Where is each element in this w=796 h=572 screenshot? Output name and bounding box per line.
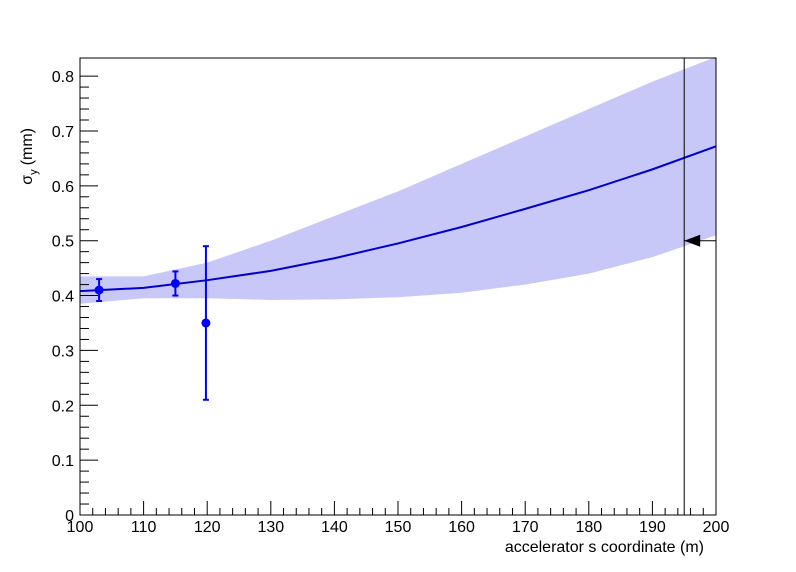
y-tick-label: 0.4: [52, 289, 74, 306]
x-tick-label: 130: [257, 519, 284, 536]
x-tick-label: 100: [67, 519, 94, 536]
x-tick-label: 120: [194, 519, 221, 536]
x-tick-label: 160: [448, 519, 475, 536]
data-point: [201, 318, 211, 328]
x-tick-label: 190: [639, 519, 666, 536]
arrow-head: [684, 234, 701, 247]
y-axis-label: σy (mm): [19, 128, 40, 185]
y-tick-label: 0.7: [52, 124, 74, 141]
y-label-unit: (mm): [19, 128, 36, 165]
y-tick-label: 0.3: [52, 343, 74, 360]
fit-line: [79, 145, 717, 293]
y-tick-label: 0.5: [52, 234, 74, 251]
x-axis-label: accelerator s coordinate (m): [505, 539, 704, 556]
data-point: [94, 285, 104, 295]
y-tick-label: 0.1: [52, 453, 74, 470]
x-tick-label: 200: [703, 519, 730, 536]
x-tick-label: 170: [512, 519, 539, 536]
y-label-subscript: y: [28, 169, 40, 175]
confidence-band: [80, 56, 716, 304]
y-label-symbol: σ: [19, 175, 36, 185]
x-tick-label: 110: [131, 519, 157, 536]
x-tick-label: 150: [385, 519, 412, 536]
y-tick-label: 0.6: [52, 179, 74, 196]
x-tick-label: 180: [575, 519, 602, 536]
x-tick-label: 140: [321, 519, 348, 536]
data-point: [170, 278, 180, 288]
y-tick-label: 0: [65, 508, 74, 525]
y-tick-label: 0.8: [52, 69, 74, 86]
y-tick-label: 0.2: [52, 398, 74, 415]
